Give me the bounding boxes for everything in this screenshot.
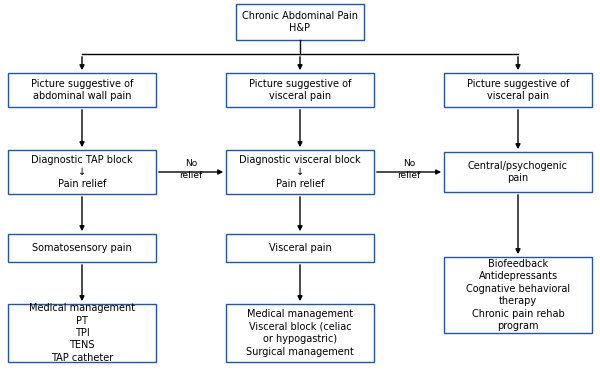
FancyBboxPatch shape — [444, 152, 592, 192]
Text: Diagnostic visceral block
↓
Pain relief: Diagnostic visceral block ↓ Pain relief — [239, 155, 361, 189]
Text: Medical management
PT
TPI
TENS
TAP catheter: Medical management PT TPI TENS TAP cathe… — [29, 303, 135, 363]
FancyBboxPatch shape — [444, 257, 592, 333]
FancyBboxPatch shape — [236, 4, 364, 40]
Text: Picture suggestive of
visceral pain: Picture suggestive of visceral pain — [467, 79, 569, 101]
Text: relief: relief — [179, 172, 203, 181]
Text: Picture suggestive of
abdominal wall pain: Picture suggestive of abdominal wall pai… — [31, 79, 133, 101]
FancyBboxPatch shape — [444, 73, 592, 107]
Text: Chronic Abdominal Pain
H&P: Chronic Abdominal Pain H&P — [242, 11, 358, 33]
FancyBboxPatch shape — [226, 150, 374, 194]
Text: Visceral pain: Visceral pain — [269, 243, 331, 253]
Text: Medical management
Visceral block (celiac
or hypogastric)
Surgical management: Medical management Visceral block (celia… — [246, 310, 354, 356]
Text: Biofeedback
Antidepressants
Cognative behavioral
therapy
Chronic pain rehab
prog: Biofeedback Antidepressants Cognative be… — [466, 259, 570, 331]
FancyBboxPatch shape — [8, 73, 156, 107]
FancyBboxPatch shape — [226, 234, 374, 262]
Text: Central/psychogenic
pain: Central/psychogenic pain — [468, 161, 568, 183]
Text: relief: relief — [397, 172, 421, 181]
FancyBboxPatch shape — [226, 304, 374, 362]
FancyBboxPatch shape — [8, 234, 156, 262]
Text: Diagnostic TAP block
↓
Pain relief: Diagnostic TAP block ↓ Pain relief — [31, 155, 133, 189]
Text: No: No — [185, 160, 197, 169]
Text: Somatosensory pain: Somatosensory pain — [32, 243, 132, 253]
FancyBboxPatch shape — [226, 73, 374, 107]
Text: Picture suggestive of
visceral pain: Picture suggestive of visceral pain — [249, 79, 351, 101]
FancyBboxPatch shape — [8, 304, 156, 362]
Text: No: No — [403, 160, 415, 169]
FancyBboxPatch shape — [8, 150, 156, 194]
